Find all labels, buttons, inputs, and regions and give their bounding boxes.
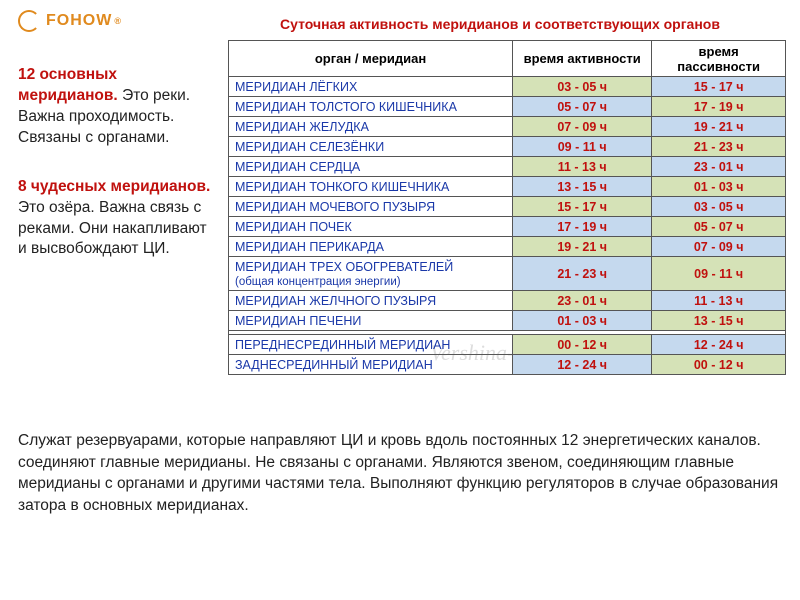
cell-organ: МЕРИДИАН МОЧЕВОГО ПУЗЫРЯ — [229, 197, 513, 217]
cell-organ: МЕРИДИАН ЛЁГКИХ — [229, 77, 513, 97]
cell-active-time: 03 - 05 ч — [513, 77, 652, 97]
cell-passive-time: 09 - 11 ч — [652, 257, 786, 291]
cell-passive-time: 00 - 12 ч — [652, 355, 786, 375]
cell-organ: МЕРИДИАН СЕРДЦА — [229, 157, 513, 177]
table-row: МЕРИДИАН СЕРДЦА11 - 13 ч23 - 01 ч — [229, 157, 786, 177]
cell-passive-time: 13 - 15 ч — [652, 311, 786, 331]
bottom-paragraph: Служат резервуарами, которые направляют … — [18, 430, 782, 517]
table-row: ЗАДНЕСРЕДИННЫЙ МЕРИДИАН12 - 24 ч00 - 12 … — [229, 355, 786, 375]
cell-active-time: 21 - 23 ч — [513, 257, 652, 291]
left-sidebar-text: 12 основных меридианов. Это реки. Важна … — [18, 65, 218, 260]
text-8-desc: Это озёра. Важна связь с реками. Они нак… — [18, 199, 207, 258]
cell-organ: МЕРИДИАН ПЕРИКАРДА — [229, 237, 513, 257]
brand-logo: FOHOW ® — [18, 10, 121, 32]
cell-passive-time: 07 - 09 ч — [652, 237, 786, 257]
th-passive: время пассивности — [652, 41, 786, 77]
cell-active-time: 19 - 21 ч — [513, 237, 652, 257]
cell-active-time: 15 - 17 ч — [513, 197, 652, 217]
cell-passive-time: 12 - 24 ч — [652, 335, 786, 355]
cell-passive-time: 23 - 01 ч — [652, 157, 786, 177]
table-row: МЕРИДИАН ТОЛСТОГО КИШЕЧНИКА05 - 07 ч17 -… — [229, 97, 786, 117]
th-active: время активности — [513, 41, 652, 77]
cell-organ: МЕРИДИАН ЖЕЛУДКА — [229, 117, 513, 137]
cell-active-time: 01 - 03 ч — [513, 311, 652, 331]
cell-active-time: 00 - 12 ч — [513, 335, 652, 355]
cell-active-time: 12 - 24 ч — [513, 355, 652, 375]
cell-organ: ЗАДНЕСРЕДИННЫЙ МЕРИДИАН — [229, 355, 513, 375]
cell-passive-time: 01 - 03 ч — [652, 177, 786, 197]
cell-active-time: 13 - 15 ч — [513, 177, 652, 197]
table-row: МЕРИДИАН МОЧЕВОГО ПУЗЫРЯ15 - 17 ч03 - 05… — [229, 197, 786, 217]
table-row: МЕРИДИАН ПЕРИКАРДА19 - 21 ч07 - 09 ч — [229, 237, 786, 257]
cell-active-time: 11 - 13 ч — [513, 157, 652, 177]
logo-registered: ® — [114, 16, 121, 26]
table-row: МЕРИДИАН ЖЕЛУДКА07 - 09 ч19 - 21 ч — [229, 117, 786, 137]
table-row: МЕРИДИАН ПЕЧЕНИ01 - 03 ч13 - 15 ч — [229, 311, 786, 331]
cell-passive-time: 15 - 17 ч — [652, 77, 786, 97]
cell-organ: МЕРИДИАН ЖЕЛЧНОГО ПУЗЫРЯ — [229, 291, 513, 311]
table-row: МЕРИДИАН СЕЛЕЗЁНКИ09 - 11 ч21 - 23 ч — [229, 137, 786, 157]
cell-organ: МЕРИДИАН ТРЕХ ОБОГРЕВАТЕЛЕЙ(общая концен… — [229, 257, 513, 291]
th-organ: орган / меридиан — [229, 41, 513, 77]
cell-organ: ПЕРЕДНЕСРЕДИННЫЙ МЕРИДИАН — [229, 335, 513, 355]
table-row: МЕРИДИАН ТОНКОГО КИШЕЧНИКА13 - 15 ч01 - … — [229, 177, 786, 197]
logo-text: FOHOW — [46, 12, 112, 30]
cell-organ: МЕРИДИАН ПОЧЕК — [229, 217, 513, 237]
cell-organ: МЕРИДИАН ТОЛСТОГО КИШЕЧНИКА — [229, 97, 513, 117]
heading-8-meridians: 8 чудесных меридианов. — [18, 178, 210, 195]
cell-passive-time: 19 - 21 ч — [652, 117, 786, 137]
meridian-table-container: орган / меридиан время активности время … — [228, 40, 786, 375]
cell-passive-time: 21 - 23 ч — [652, 137, 786, 157]
table-row: МЕРИДИАН ТРЕХ ОБОГРЕВАТЕЛЕЙ(общая концен… — [229, 257, 786, 291]
cell-organ: МЕРИДИАН ПЕЧЕНИ — [229, 311, 513, 331]
cell-active-time: 17 - 19 ч — [513, 217, 652, 237]
table-row: МЕРИДИАН ЖЕЛЧНОГО ПУЗЫРЯ23 - 01 ч11 - 13… — [229, 291, 786, 311]
meridian-table: орган / меридиан время активности время … — [228, 40, 786, 375]
cell-passive-time: 11 - 13 ч — [652, 291, 786, 311]
table-row: ПЕРЕДНЕСРЕДИННЫЙ МЕРИДИАН00 - 12 ч12 - 2… — [229, 335, 786, 355]
cell-organ: МЕРИДИАН СЕЛЕЗЁНКИ — [229, 137, 513, 157]
cell-active-time: 07 - 09 ч — [513, 117, 652, 137]
table-row: МЕРИДИАН ПОЧЕК17 - 19 ч05 - 07 ч — [229, 217, 786, 237]
cell-passive-time: 17 - 19 ч — [652, 97, 786, 117]
heading-12-meridians: 12 основных меридианов. — [18, 66, 118, 104]
cell-active-time: 09 - 11 ч — [513, 137, 652, 157]
cell-organ: МЕРИДИАН ТОНКОГО КИШЕЧНИКА — [229, 177, 513, 197]
cell-organ-sub: (общая концентрация энергии) — [235, 276, 401, 288]
table-row: МЕРИДИАН ЛЁГКИХ03 - 05 ч15 - 17 ч — [229, 77, 786, 97]
cell-passive-time: 05 - 07 ч — [652, 217, 786, 237]
cell-active-time: 23 - 01 ч — [513, 291, 652, 311]
cell-passive-time: 03 - 05 ч — [652, 197, 786, 217]
logo-swirl-icon — [18, 10, 40, 32]
page-title: Суточная активность меридианов и соответ… — [260, 16, 740, 32]
cell-active-time: 05 - 07 ч — [513, 97, 652, 117]
